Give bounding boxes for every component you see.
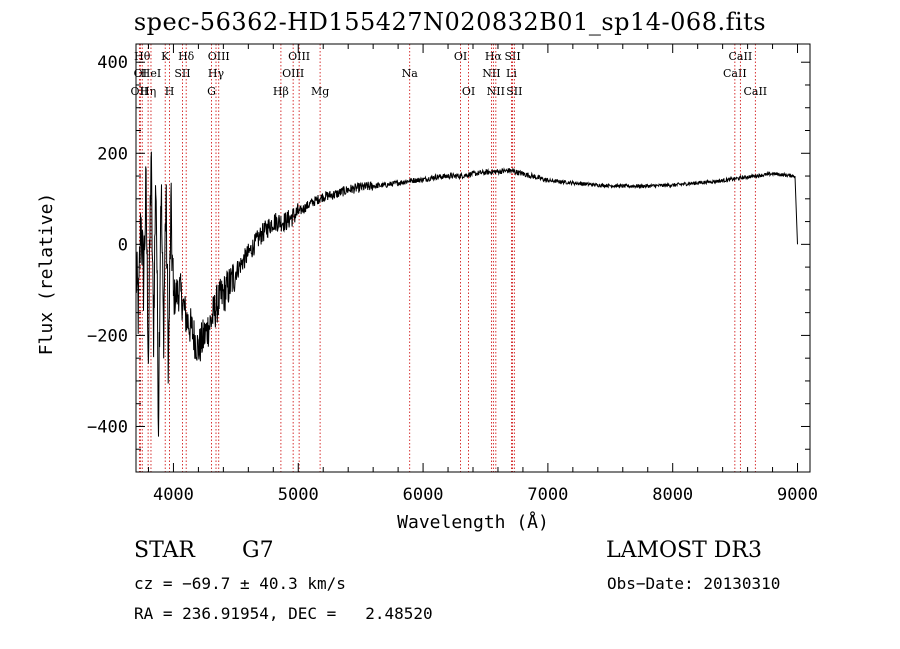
obs-date-text: Obs−Date: 20130310 <box>607 574 781 593</box>
y-tick-label-neg400: −400 <box>87 417 128 437</box>
line-label-7: H <box>165 85 175 98</box>
x-tick-label-8000: 8000 <box>652 485 693 505</box>
subclass-label: G7 <box>242 538 274 563</box>
y-tick-label-200: 200 <box>97 144 128 164</box>
line-label-8: Hδ <box>178 50 195 63</box>
line-label-19: Hα <box>485 50 503 63</box>
line-label-0: OII <box>131 85 149 98</box>
line-label-22: SII <box>504 50 520 63</box>
x-tick-label-6000: 6000 <box>403 485 444 505</box>
y-tick-label-0: 0 <box>118 235 128 255</box>
line-label-14: OIII <box>288 50 310 63</box>
x-axis-label: Wavelength (Å) <box>397 511 549 533</box>
line-label-1: OI <box>134 67 147 80</box>
y-tick-label-neg200: −200 <box>87 326 128 346</box>
line-label-3: Hη <box>140 85 156 98</box>
line-label-21: NII <box>487 85 505 98</box>
line-label-27: CaII <box>743 85 767 98</box>
x-tick-label-5000: 5000 <box>278 485 319 505</box>
line-label-17: OI <box>454 50 467 63</box>
x-tick-label-9000: 9000 <box>777 485 818 505</box>
line-label-9: OIII <box>208 50 230 63</box>
line-label-15: Mg <box>311 85 329 98</box>
coords-text: RA = 236.91954, DEC = 2.48520 <box>134 604 433 623</box>
y-axis-label: Flux (relative) <box>36 193 57 356</box>
chart-title: spec-56362-HD155427N020832B01_sp14-068.f… <box>133 8 767 36</box>
class-label: STAR <box>134 538 195 563</box>
line-label-24: SII <box>506 85 522 98</box>
line-label-16: Na <box>402 67 419 80</box>
line-label-23: Li <box>506 67 517 80</box>
line-label-20: NII <box>482 67 500 80</box>
line-label-12: Hβ <box>273 85 289 98</box>
line-label-4: HeI <box>141 67 161 80</box>
line-label-11: G <box>207 85 216 98</box>
y-tick-label-400: 400 <box>97 53 128 73</box>
redshift-text: cz = −69.7 ± 40.3 km/s <box>134 574 346 593</box>
line-label-10: Hγ <box>208 67 225 80</box>
x-tick-label-7000: 7000 <box>527 485 568 505</box>
line-label-2: Hθ <box>134 50 151 63</box>
plot-frame <box>135 43 811 473</box>
survey-label: LAMOST DR3 <box>606 538 762 563</box>
x-tick-label-4000: 4000 <box>153 485 194 505</box>
spectrum-line <box>135 151 798 437</box>
line-label-5: K <box>161 50 170 63</box>
line-label-25: CaII <box>723 67 747 80</box>
line-label-26: CaII <box>729 50 753 63</box>
line-label-13: OIII <box>282 67 304 80</box>
line-label-6: SII <box>174 67 190 80</box>
line-label-18: OI <box>462 85 475 98</box>
